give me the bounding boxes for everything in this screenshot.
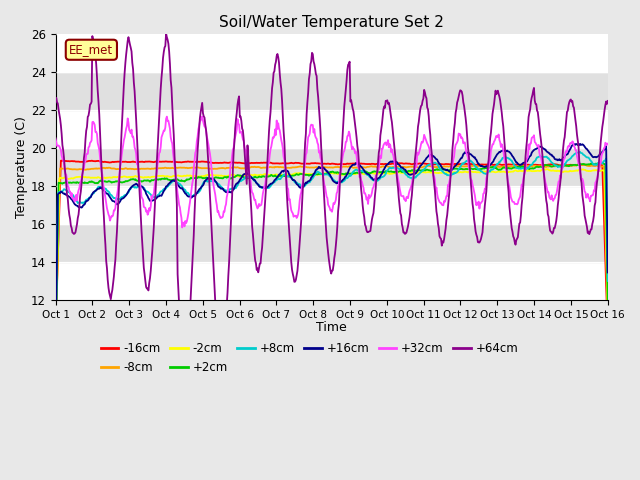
Bar bbox=[56, 186, 608, 224]
Bar bbox=[56, 224, 608, 262]
Bar bbox=[56, 262, 608, 300]
Y-axis label: Temperature (C): Temperature (C) bbox=[15, 116, 28, 218]
Text: EE_met: EE_met bbox=[69, 43, 113, 56]
Bar bbox=[56, 148, 608, 186]
X-axis label: Time: Time bbox=[316, 321, 347, 334]
Bar bbox=[56, 110, 608, 148]
Title: Soil/Water Temperature Set 2: Soil/Water Temperature Set 2 bbox=[219, 15, 444, 30]
Bar bbox=[56, 72, 608, 110]
Bar bbox=[56, 34, 608, 72]
Legend: -16cm, -8cm, -2cm, +2cm, +8cm, +16cm, +32cm, +64cm: -16cm, -8cm, -2cm, +2cm, +8cm, +16cm, +3… bbox=[96, 337, 523, 379]
